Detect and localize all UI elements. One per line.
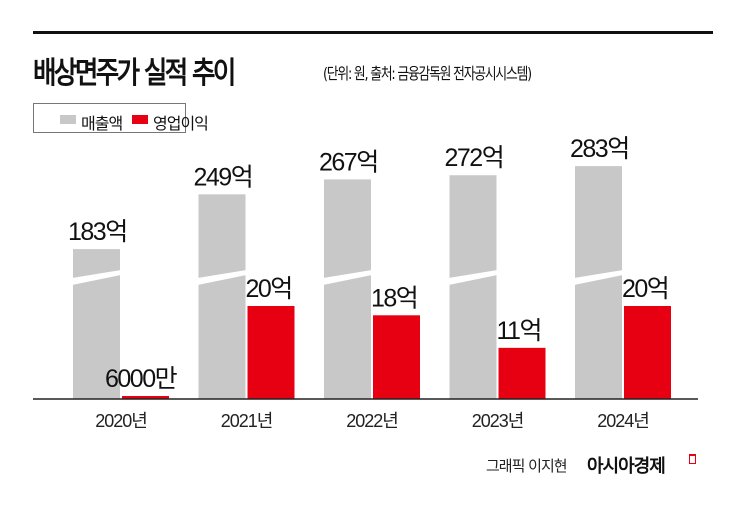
revenue-value-label: 272억	[445, 144, 504, 172]
operating-profit-value-label: 18억	[371, 284, 417, 312]
operating-profit-value-label: 11억	[497, 317, 541, 345]
operating-profit-bar	[624, 306, 671, 399]
operating-profit-value-label: 6000만	[105, 365, 178, 393]
revenue-bar	[449, 175, 497, 399]
legend-label-operating-profit: 영업이익	[153, 114, 209, 133]
operating-profit-bar	[122, 396, 169, 399]
axis-break-mark	[574, 270, 623, 285]
operating-profit-bar	[498, 347, 546, 399]
legend-swatch-operating-profit	[132, 115, 148, 124]
legend-label-revenue: 매출액	[81, 114, 123, 133]
x-tick-label: 2023년	[472, 411, 524, 431]
brand-mark-icon	[689, 454, 696, 464]
chart-subtitle: (단위: 원, 출처: 금융감독원 전자공시시스템)	[323, 64, 532, 83]
revenue-value-label: 283억	[570, 135, 629, 163]
x-tick-label: 2021년	[221, 411, 273, 431]
chart-title: 배상면주가 실적 추이	[33, 56, 236, 91]
axis-break-mark	[197, 270, 247, 285]
operating-profit-bar	[373, 315, 420, 399]
revenue-value-label: 249억	[194, 163, 253, 191]
x-tick-label: 2024년	[597, 411, 649, 431]
graphic-credit: 그래픽 이지현	[486, 457, 568, 475]
revenue-value-label: 183억	[68, 218, 127, 246]
axis-break-mark	[323, 270, 372, 285]
revenue-value-label: 267억	[319, 148, 378, 176]
x-tick-label: 2022년	[346, 411, 398, 431]
brand-logo: 아시아경제	[587, 456, 666, 477]
axis-break-mark	[72, 270, 121, 285]
axis-break-mark	[448, 270, 498, 285]
legend-swatch-revenue	[60, 115, 76, 124]
revenue-bar	[324, 179, 371, 399]
x-tick-label: 2020년	[95, 411, 147, 431]
operating-profit-value-label: 20억	[246, 275, 292, 303]
operating-profit-bar	[247, 306, 295, 399]
legend: 매출액 영업이익	[33, 103, 209, 133]
revenue-bar	[198, 194, 246, 399]
top-rule	[33, 31, 713, 34]
operating-profit-value-label: 20억	[622, 275, 668, 303]
